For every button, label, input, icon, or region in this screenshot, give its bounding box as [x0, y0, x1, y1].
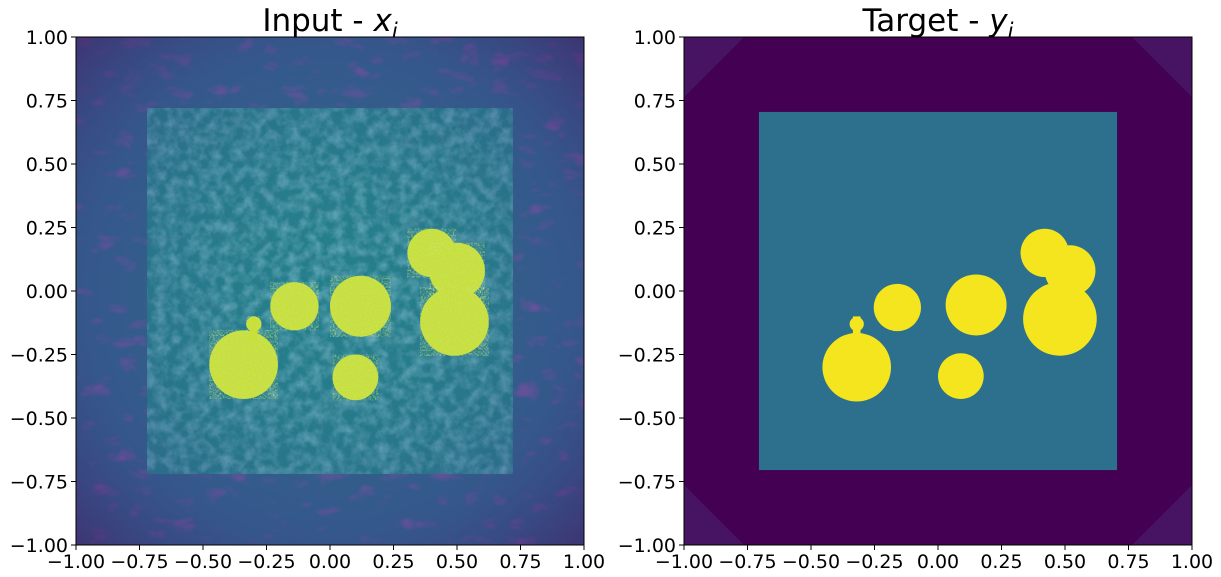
target-x-tick-label: 1.00: [1171, 551, 1213, 573]
target-y-tick-label: 0.25: [634, 218, 676, 240]
input-x-tick-label: 0.50: [436, 551, 478, 573]
input-y-tick-label: 0.00: [26, 281, 68, 303]
target-blob: [822, 332, 892, 402]
input-y-tick-label: −0.50: [10, 408, 68, 430]
target-x-tick-label: 0.25: [980, 551, 1022, 573]
input-x-tick-label: −0.50: [174, 551, 232, 573]
input-blob-texture: [330, 275, 391, 337]
target-blob-stem: [852, 316, 861, 342]
target-image: [684, 37, 1192, 545]
target-y-tick-label: −0.25: [618, 345, 676, 367]
input-y-tick-label: 0.50: [26, 154, 68, 176]
target-y-tick-label: 0.00: [634, 281, 676, 303]
input-blob-texture: [429, 242, 485, 299]
input-y-tick-label: −1.00: [10, 535, 68, 557]
input-blob-texture: [420, 287, 489, 356]
input-x-tick-label: 0.00: [309, 551, 351, 573]
target-blob: [945, 274, 1007, 336]
target-x-tick-label: 0.00: [917, 551, 959, 573]
input-blob-texture: [332, 354, 379, 401]
target-title: Target - yi: [861, 3, 1013, 43]
input-blob-stem: [249, 318, 258, 342]
input-x-tick-label: −0.75: [110, 551, 168, 573]
target-blob: [1023, 282, 1097, 356]
input-x-tick-label: 0.25: [372, 551, 414, 573]
target-y-tick-label: 1.00: [634, 27, 676, 49]
target-x-tick-label: −0.25: [845, 551, 903, 573]
target-blob: [873, 283, 921, 332]
target-x-tick-label: 0.75: [1107, 551, 1149, 573]
input-x-tick-label: 1.00: [563, 551, 605, 573]
target-blob: [938, 353, 984, 399]
input-y-tick-label: 1.00: [26, 27, 68, 49]
target-y-tick-label: −0.50: [618, 408, 676, 430]
target-y-tick-label: 0.50: [634, 154, 676, 176]
target-y-tick-label: 0.75: [634, 91, 676, 113]
target-x-tick-label: −1.00: [655, 551, 713, 573]
input-image: [76, 37, 584, 545]
target-panel: Target - yi −1.00 −0.75 −0.50 −0.25 0.00 0.25…: [618, 3, 1213, 573]
input-y-tick-label: −0.25: [10, 345, 68, 367]
target-x-tick-label: −0.75: [718, 551, 776, 573]
input-x-tick-label: −1.00: [47, 551, 105, 573]
target-blobs: [822, 228, 1097, 402]
input-y-tick-label: 0.75: [26, 91, 68, 113]
input-y-tick-label: 0.25: [26, 218, 68, 240]
input-y-tick-label: −0.75: [10, 472, 68, 494]
input-blob-texture: [270, 282, 319, 331]
target-y-tick-label: −0.75: [618, 472, 676, 494]
target-x-tick-label: −0.50: [782, 551, 840, 573]
target-y-tick-label: −1.00: [618, 535, 676, 557]
input-blobs: [209, 228, 489, 401]
target-x-tick-label: 0.50: [1044, 551, 1086, 573]
input-x-tick-label: 0.75: [499, 551, 541, 573]
input-blob-texture: [209, 330, 278, 399]
input-panel: Input - xi −1.00 −0.75 −0.50 −0.25 0.00 0.25 0…: [10, 3, 605, 573]
input-x-tick-label: −0.25: [237, 551, 295, 573]
input-title: Input - xi: [262, 3, 398, 43]
